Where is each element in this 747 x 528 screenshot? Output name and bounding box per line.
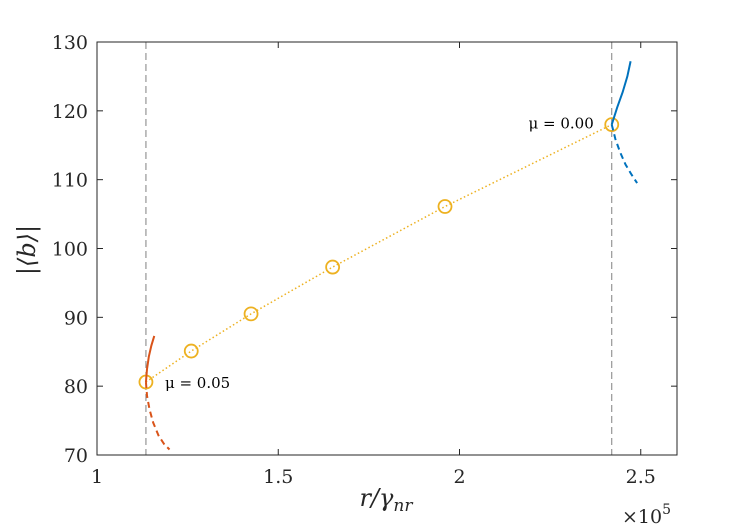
y-tick-label-1: 80 — [64, 376, 88, 398]
series-0-marker-3 — [325, 259, 341, 275]
x-multiplier: ×105 — [622, 502, 671, 528]
series-0-marker-1 — [183, 343, 199, 359]
y-tick-label-4: 110 — [52, 170, 88, 192]
x-axis-title: r/γnr — [360, 484, 414, 516]
y-tick-label-2: 90 — [64, 307, 88, 329]
series-0-marker-5 — [604, 117, 620, 132]
x-axis-title-main: r/γ — [360, 484, 395, 512]
annotation-mu-000: μ = 0.00 — [528, 115, 593, 133]
plot-area — [138, 42, 638, 455]
axes — [96, 41, 678, 456]
x-axis-title-subscript: nr — [393, 496, 413, 516]
x-tick-label-0: 1 — [91, 466, 103, 488]
x-multiplier-exponent: 5 — [662, 502, 671, 518]
series-line-3 — [610, 61, 632, 125]
x-tick-label-3: 2.5 — [626, 466, 656, 488]
series-0-marker-2 — [243, 306, 259, 322]
y-tick-label-0: 70 — [64, 445, 88, 467]
x-tick-label-2: 2 — [453, 466, 465, 488]
y-tick-label-6: 130 — [52, 32, 88, 54]
y-tick-label-5: 120 — [52, 101, 88, 123]
tick-labels: 1 1.5 2 2.5 70 80 90 100 110 120 130 — [52, 32, 656, 488]
series-line-4 — [610, 124, 638, 184]
series-0-marker-4 — [437, 199, 453, 214]
annotation-mu-005: μ = 0.05 — [165, 374, 230, 392]
y-tick-label-3: 100 — [52, 239, 88, 261]
x-tick-label-1: 1.5 — [263, 466, 293, 488]
series-line-0 — [145, 123, 613, 383]
series-line-1 — [144, 335, 156, 383]
y-axis-title: |⟨b⟩| — [13, 225, 42, 275]
x-multiplier-base: ×10 — [622, 506, 662, 528]
series-line-2 — [144, 381, 171, 451]
